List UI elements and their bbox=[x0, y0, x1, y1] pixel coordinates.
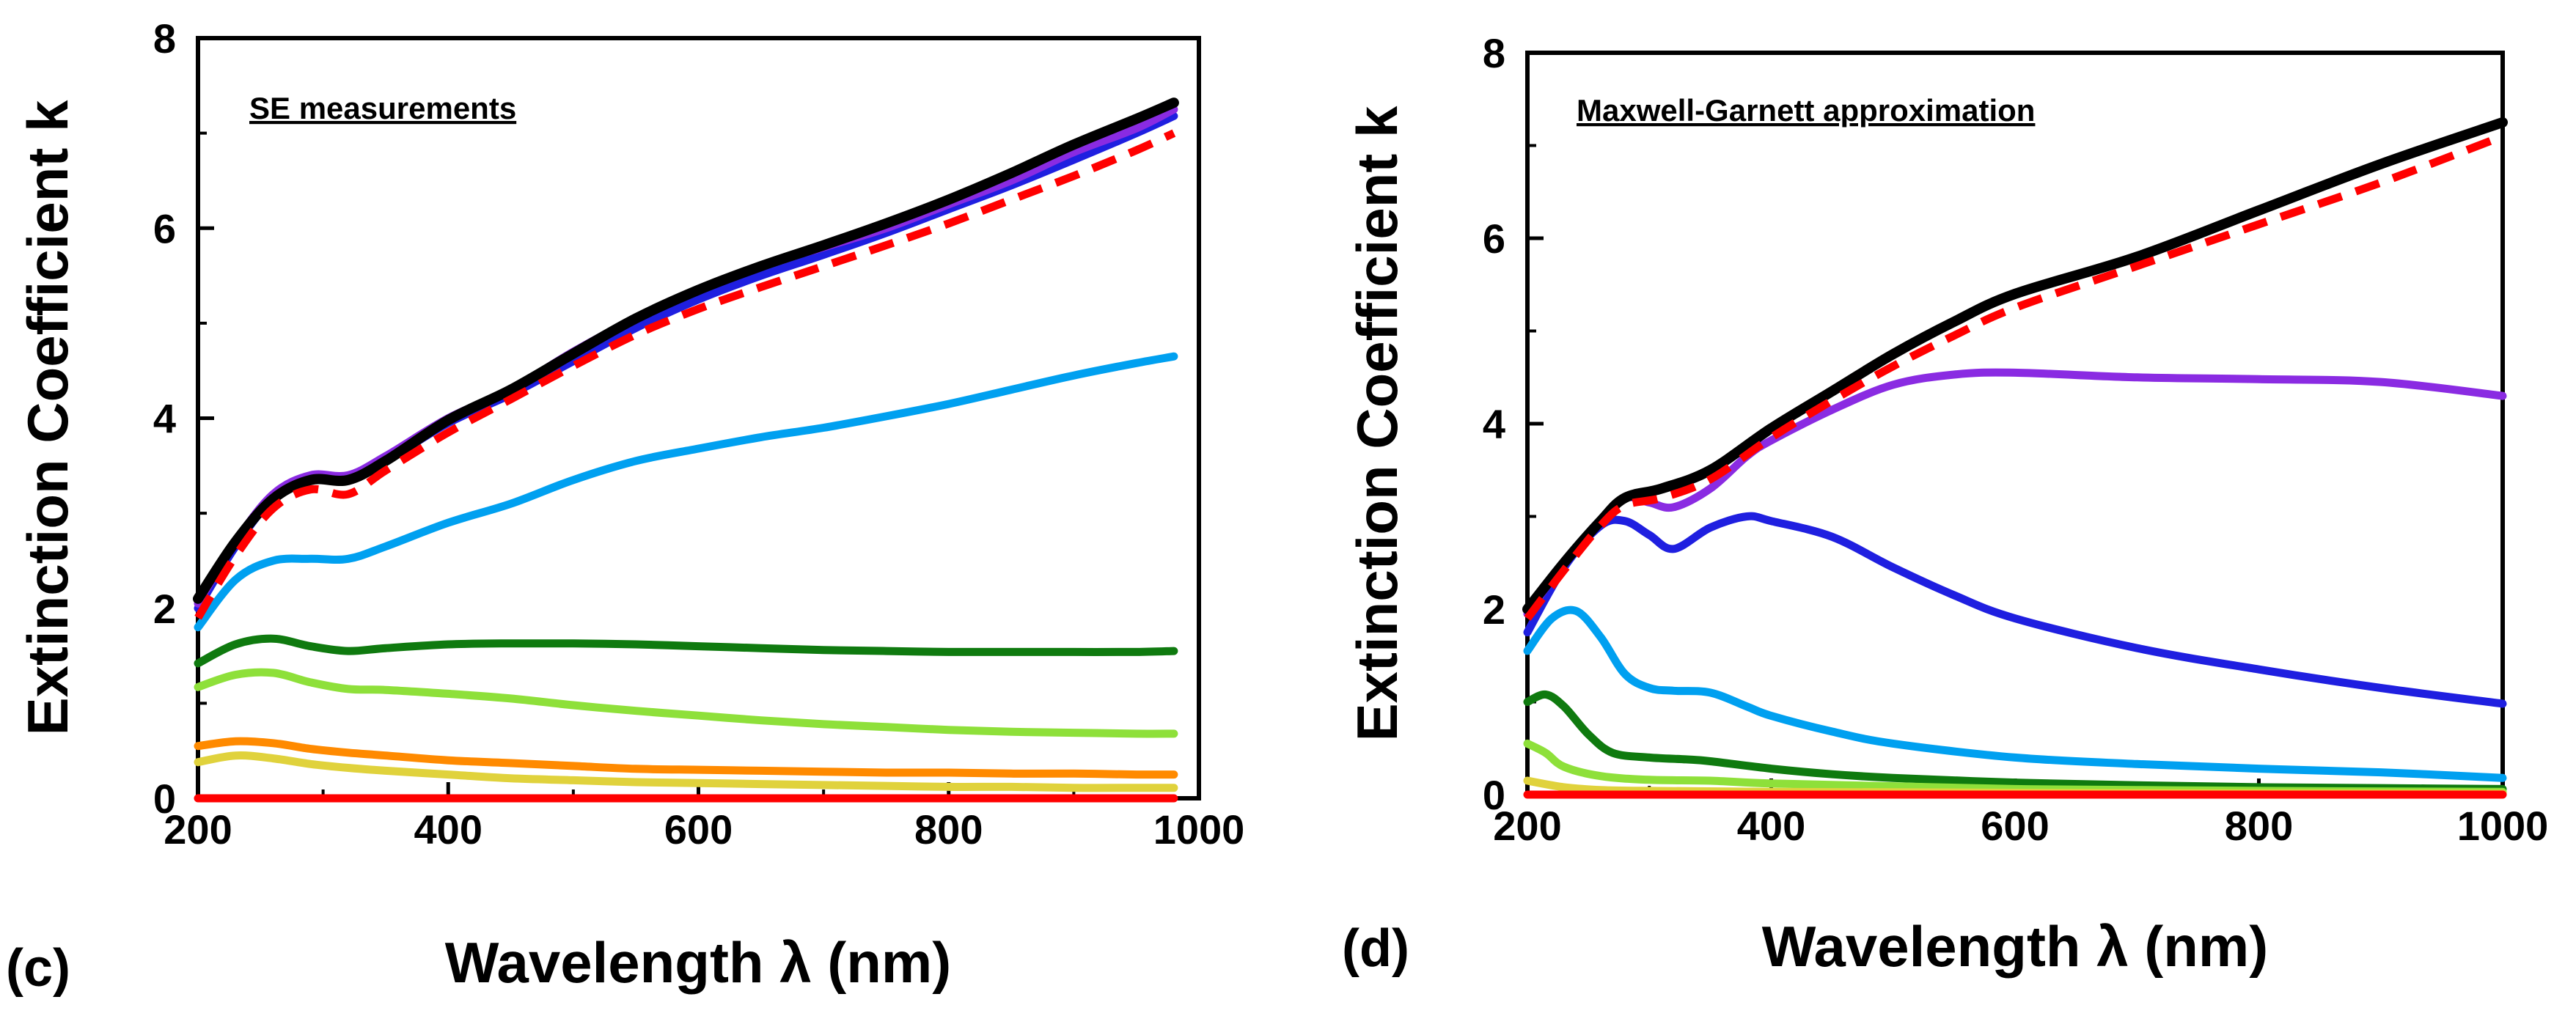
panel-c-x-tick-label: 400 bbox=[414, 806, 482, 853]
panel-c-y-axis-title: Extinction Coefficient k bbox=[15, 100, 80, 735]
panel-d-y-axis-title: Extinction Coefficient k bbox=[1345, 106, 1409, 741]
panel-d-y-tick-label: 0 bbox=[1483, 772, 1505, 818]
panel-d-x-tick-label: 800 bbox=[2225, 803, 2293, 849]
panel-c-chart: 200 400 600 800 1000 0 2 4 6 8 SE measurements Wa… bbox=[6, 15, 1244, 998]
panel-c-ticks: 200 400 600 800 1000 0 2 4 6 8 bbox=[153, 15, 1244, 853]
panel-d-curves bbox=[1522, 117, 2508, 799]
panel-c-series-black bbox=[193, 97, 1179, 604]
panel-c-y-tick-label: 8 bbox=[153, 15, 176, 62]
panel-d-y-tick-label: 4 bbox=[1483, 401, 1505, 447]
panel-c-series-light-green bbox=[194, 668, 1178, 738]
panel-d-y-tick-label: 8 bbox=[1483, 30, 1505, 76]
panel-d-y-tick-label: 6 bbox=[1483, 216, 1505, 262]
panel-d-series-blue bbox=[1523, 512, 2507, 708]
panel-d-chart: 200 400 600 800 1000 0 2 4 6 8 Maxwell-Garnett ap… bbox=[1342, 30, 2548, 979]
panel-d-x-tick-label: 200 bbox=[1493, 803, 1561, 849]
panel-d-annotation: Maxwell-Garnett approximation bbox=[1577, 93, 2035, 128]
panel-d-x-tick-label: 400 bbox=[1737, 803, 1805, 849]
panel-c-x-tick-label: 1000 bbox=[1153, 806, 1245, 853]
panel-c-series-red-dashed bbox=[194, 129, 1176, 620]
panel-d-x-axis-title: Wavelength λ (nm) bbox=[1762, 914, 2269, 979]
panel-c-annotation: SE measurements bbox=[249, 91, 516, 125]
panel-c-x-tick-label: 800 bbox=[914, 806, 983, 853]
panel-c-x-tick-label: 200 bbox=[164, 806, 232, 853]
panel-d-ticks: 200 400 600 800 1000 0 2 4 6 8 bbox=[1483, 30, 2548, 849]
panel-c-series-light-blue bbox=[194, 352, 1178, 632]
panel-d-y-tick-label: 2 bbox=[1483, 586, 1505, 633]
panel-c-x-tick-label: 600 bbox=[664, 806, 733, 853]
panel-c-y-tick-label: 2 bbox=[153, 586, 176, 632]
panel-d-label: (d) bbox=[1342, 919, 1409, 978]
panel-c-series-orange bbox=[194, 737, 1178, 779]
panel-c-x-axis-title: Wavelength λ (nm) bbox=[445, 930, 952, 995]
panel-d-series-black bbox=[1522, 117, 2508, 614]
panel-c-series-purple bbox=[194, 105, 1178, 608]
panel-c-y-tick-label: 4 bbox=[153, 396, 176, 442]
panel-c-y-tick-label: 0 bbox=[153, 776, 176, 822]
panel-d-series-light-blue bbox=[1523, 605, 2507, 782]
panel-c-label: (c) bbox=[6, 939, 70, 998]
panel-d-x-tick-label: 600 bbox=[1981, 803, 2049, 849]
panel-d-x-tick-label: 1000 bbox=[2457, 803, 2549, 849]
panel-d-series-red-dashed bbox=[1524, 132, 2504, 621]
panel-c-y-tick-label: 6 bbox=[153, 205, 176, 251]
panel-c-curves bbox=[193, 97, 1179, 803]
panel-c-series-dark-green bbox=[194, 634, 1178, 668]
panel-c-series-yellow bbox=[194, 751, 1178, 792]
